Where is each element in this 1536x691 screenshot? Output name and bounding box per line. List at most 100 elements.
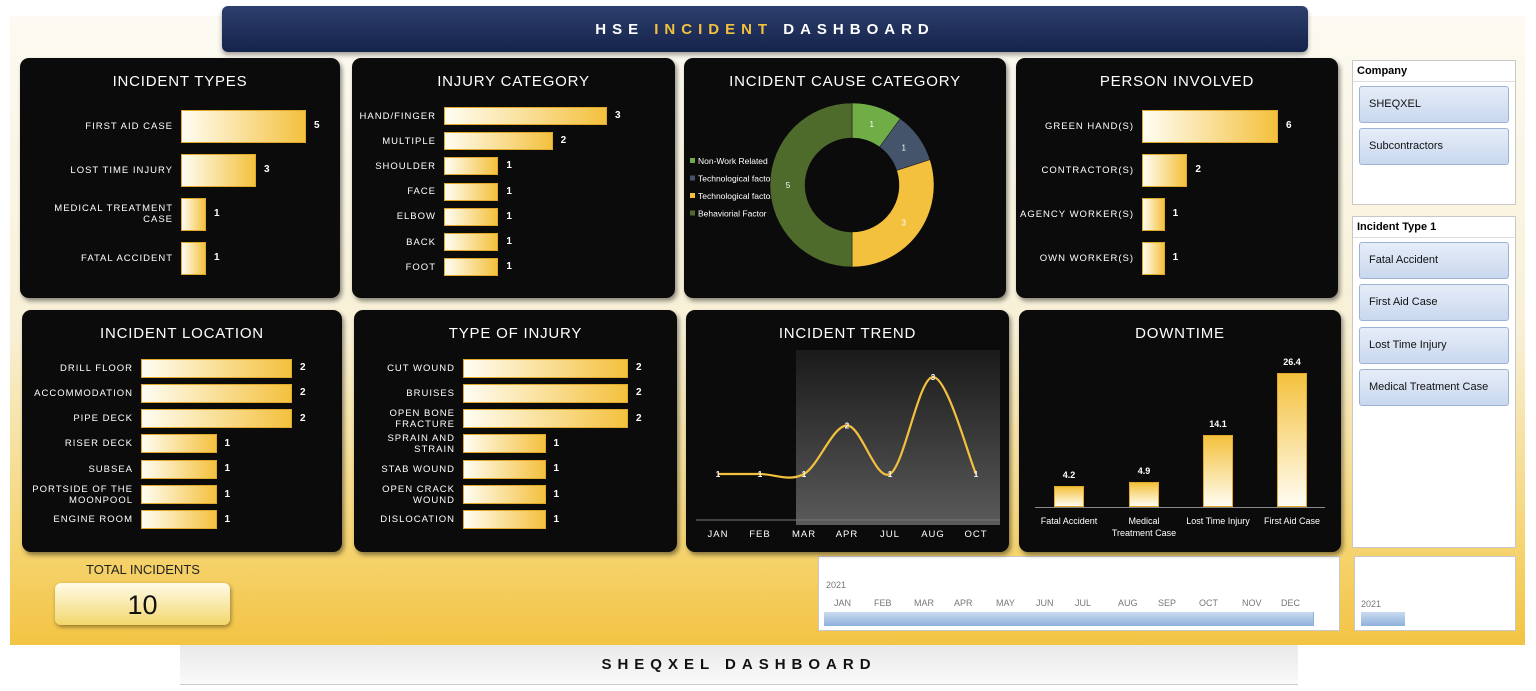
- chart-title: INCIDENT TREND: [778, 325, 917, 342]
- chart-title: TYPE OF INJURY: [448, 325, 583, 342]
- y-category-label: CONTRACTOR(S): [1041, 164, 1134, 176]
- timeline-month[interactable]: DEC: [1281, 598, 1301, 608]
- value-label: 1: [224, 437, 231, 449]
- value-label: 2: [845, 422, 850, 431]
- chart-panel: INCIDENT TREND 1 JAN 1 FEB 1 MAR 2 APR 1 JUL 3 AUG 1 O…: [686, 310, 1009, 552]
- value-label: 2: [636, 362, 642, 373]
- y-category-label: ELBOW: [396, 211, 436, 223]
- value-label: 1: [870, 120, 875, 129]
- y-category-label: AGENCY WORKER(S): [1020, 208, 1135, 220]
- slicer-title: Incident Type 1: [1357, 221, 1437, 233]
- legend-swatch: [690, 158, 695, 163]
- x-tick-label: AUG: [921, 529, 945, 540]
- bar: [141, 485, 217, 504]
- value-label: 3: [902, 219, 907, 228]
- timeline-month[interactable]: FEB: [874, 598, 892, 608]
- slicer-item[interactable]: Subcontractors: [1359, 128, 1509, 165]
- timeline-month[interactable]: SEP: [1158, 598, 1177, 608]
- value-label: 3: [264, 164, 270, 175]
- value-label: 1: [758, 470, 763, 479]
- slicer-item[interactable]: First Aid Case: [1359, 284, 1509, 322]
- year-bar[interactable]: [1361, 612, 1405, 626]
- timeline-month[interactable]: MAR: [914, 598, 934, 608]
- legend-label: Behaviorial Factor: [698, 209, 767, 219]
- value-label: 5: [314, 120, 320, 131]
- value-label: 1: [802, 470, 807, 479]
- bar: [141, 434, 217, 454]
- value-label: 1: [506, 160, 512, 172]
- value-label: 4.2: [1062, 469, 1076, 480]
- bar: [1142, 109, 1278, 143]
- slicer-item[interactable]: Lost Time Injury: [1359, 326, 1509, 364]
- y-category-label: BRUISES: [406, 387, 455, 399]
- bar: [141, 358, 292, 378]
- value-label: 1: [214, 208, 220, 219]
- value-label: 1: [553, 488, 560, 500]
- year-label[interactable]: 2021: [1361, 599, 1382, 609]
- y-category-label: OWN WORKER(S): [1039, 252, 1134, 264]
- x-category-label: Medical Treatment Case: [1111, 516, 1177, 538]
- y-category-label: PIPE DECK: [73, 413, 133, 425]
- year-slicer[interactable]: 2021: [1354, 556, 1516, 631]
- timeline-month[interactable]: JUL: [1075, 598, 1092, 608]
- slicer-item[interactable]: Medical Treatment Case: [1359, 368, 1509, 406]
- y-category-label: MEDICAL TREATMENT CASE: [54, 203, 173, 225]
- timeline-month[interactable]: APR: [954, 598, 973, 608]
- x-tick-label: JUL: [880, 529, 900, 540]
- timeline-bar[interactable]: [824, 612, 1314, 626]
- footer: SHEQXEL DASHBOARD: [180, 645, 1298, 685]
- slicer[interactable]: Incident Type 1 Fatal Accident First Aid C…: [1352, 216, 1516, 548]
- legend-label: Non-Work Related: [698, 156, 768, 166]
- value-label: 1: [553, 513, 560, 525]
- timeline-month[interactable]: OCT: [1199, 598, 1218, 608]
- y-category-label: FACE: [407, 186, 436, 198]
- x-category-label: Fatal Accident: [1040, 516, 1098, 526]
- chart-title: DOWNTIME: [1135, 325, 1225, 342]
- value-label: 4.9: [1137, 466, 1151, 477]
- total-value: 10: [55, 583, 230, 625]
- bar: [444, 233, 499, 251]
- value-label: 2: [300, 412, 306, 424]
- timeline-month[interactable]: JUN: [1036, 598, 1054, 608]
- legend-swatch: [690, 175, 695, 181]
- chart-title: INCIDENT CAUSE CATEGORY: [729, 73, 961, 90]
- bar: [1142, 241, 1165, 275]
- slicer-item[interactable]: SHEQXEL: [1359, 86, 1509, 123]
- bar: [444, 132, 553, 151]
- highlight-region: [796, 350, 1000, 525]
- value-label: 5: [786, 181, 791, 190]
- bar: [181, 241, 206, 275]
- timeline-month[interactable]: JAN: [834, 598, 852, 608]
- header: HSE INCIDENT DASHBOARD: [222, 6, 1308, 52]
- timeline[interactable]: 2021 JAN FEB MAR APR MAY JUN JUL AUG SEP OCT NOV DEC: [818, 556, 1340, 631]
- value-label: 1: [974, 470, 979, 479]
- timeline-month[interactable]: AUG: [1118, 598, 1138, 608]
- donut-segment: [769, 102, 853, 268]
- value-label: 1: [553, 463, 560, 475]
- y-category-label: CUT WOUND: [387, 362, 455, 374]
- value-label: 3: [931, 373, 936, 382]
- slicer-item[interactable]: Fatal Accident: [1359, 242, 1509, 279]
- bar: [463, 358, 628, 378]
- y-category-label: SUBSEA: [88, 463, 133, 475]
- chart-title: INJURY CATEGORY: [437, 73, 590, 90]
- value-label: 1: [224, 513, 231, 525]
- x-category-label: Lost Time Injury: [1186, 516, 1250, 526]
- slicer[interactable]: Company SHEQXEL Subcontractors: [1352, 60, 1516, 205]
- y-category-label: DISLOCATION: [380, 514, 455, 526]
- timeline-month[interactable]: MAY: [996, 598, 1015, 608]
- x-tick-label: APR: [836, 529, 859, 540]
- bar: [463, 434, 546, 454]
- y-category-label: FATAL ACCIDENT: [81, 252, 173, 264]
- value-label: 1: [224, 488, 231, 500]
- timeline-month[interactable]: NOV: [1242, 598, 1262, 608]
- legend-label: Technological factos: [698, 174, 775, 184]
- y-category-label: FOOT: [405, 261, 436, 273]
- bar: [463, 459, 546, 479]
- value-label: 2: [1195, 164, 1201, 175]
- value-label: 3: [615, 110, 621, 121]
- bar: [1142, 153, 1188, 187]
- bar: [444, 157, 499, 176]
- value-label: 6: [1286, 120, 1292, 131]
